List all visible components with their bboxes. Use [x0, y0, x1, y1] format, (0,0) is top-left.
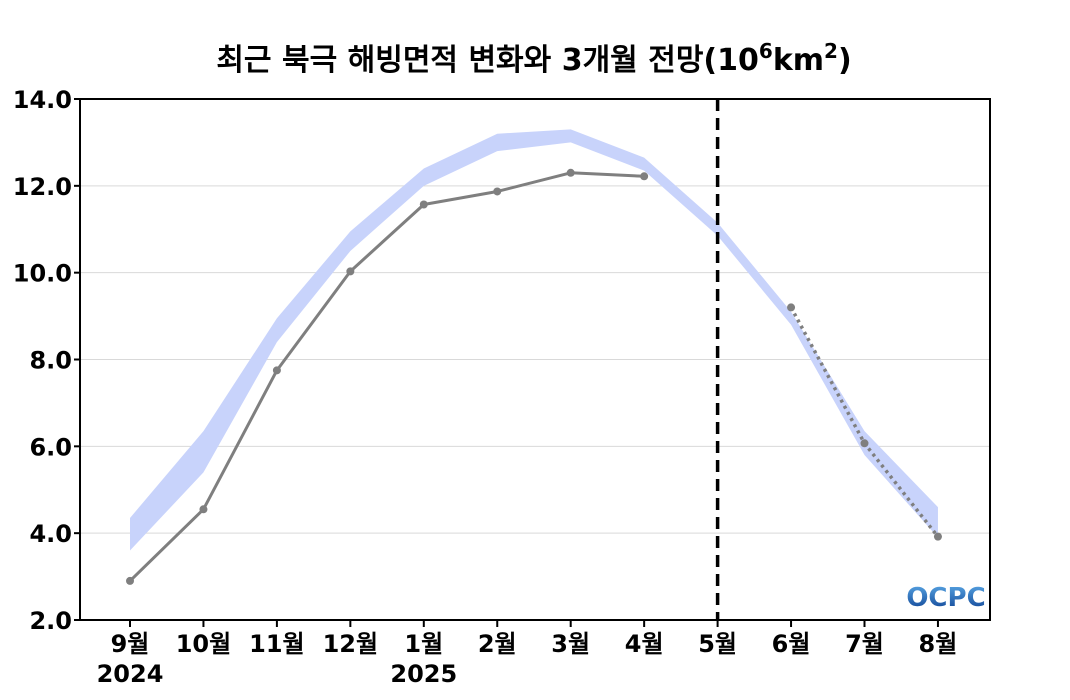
- y-axis-ticks: 2.0 4.0 6.0 8.0 10.0 12.0 14.0: [13, 86, 80, 635]
- year-label: 2025: [390, 660, 457, 688]
- ocpc-logo: OCPC: [906, 583, 985, 613]
- logo-text: OCPC: [906, 583, 985, 613]
- y-tick-label: 2.0: [29, 607, 72, 635]
- x-tick-label: 1월: [404, 630, 443, 658]
- grid-lines: [80, 185, 990, 534]
- range-band-area: [130, 129, 938, 551]
- x-tick-label: 8월: [919, 630, 958, 658]
- observed-point: [566, 168, 575, 177]
- x-tick-label: 5월: [698, 630, 737, 658]
- observed-point: [640, 172, 649, 181]
- x-tick-label: 4월: [625, 630, 664, 658]
- x-tick-label: 3월: [551, 630, 590, 658]
- x-tick-label: 12월: [323, 630, 378, 658]
- observed-point: [346, 267, 355, 276]
- x-tick-label: 6월: [772, 630, 811, 658]
- range-band: [130, 129, 938, 551]
- forecast-point: [933, 532, 942, 541]
- observed-point: [272, 366, 281, 375]
- y-tick-label: 4.0: [29, 520, 72, 548]
- forecast-point: [860, 439, 869, 448]
- observed-point: [199, 505, 208, 514]
- x-tick-label: 10월: [176, 630, 231, 658]
- x-axis-ticks: 9월 10월 11월 12월 1월 2월 3월 4월 5월 6월 7월 8월 2024 2025: [97, 620, 958, 688]
- chart-title: 최근 북극 해빙면적 변화와 3개월 전망(106km2): [216, 39, 851, 78]
- series-lines: [126, 99, 942, 620]
- observed-point: [126, 576, 134, 585]
- y-tick-label: 10.0: [13, 260, 72, 288]
- x-tick-label: 7월: [845, 630, 884, 658]
- x-tick-label: 2월: [478, 630, 517, 658]
- y-tick-label: 14.0: [13, 86, 72, 114]
- observed-point: [419, 200, 428, 209]
- forecast-point: [787, 303, 796, 312]
- x-tick-label: 9월: [111, 630, 150, 658]
- observed-point: [493, 187, 502, 196]
- x-tick-label: 11월: [249, 630, 304, 658]
- observed-line: [128, 171, 645, 582]
- y-tick-label: 8.0: [29, 347, 72, 375]
- y-tick-label: 6.0: [29, 433, 72, 461]
- y-tick-label: 12.0: [13, 173, 72, 201]
- year-label: 2024: [97, 660, 164, 688]
